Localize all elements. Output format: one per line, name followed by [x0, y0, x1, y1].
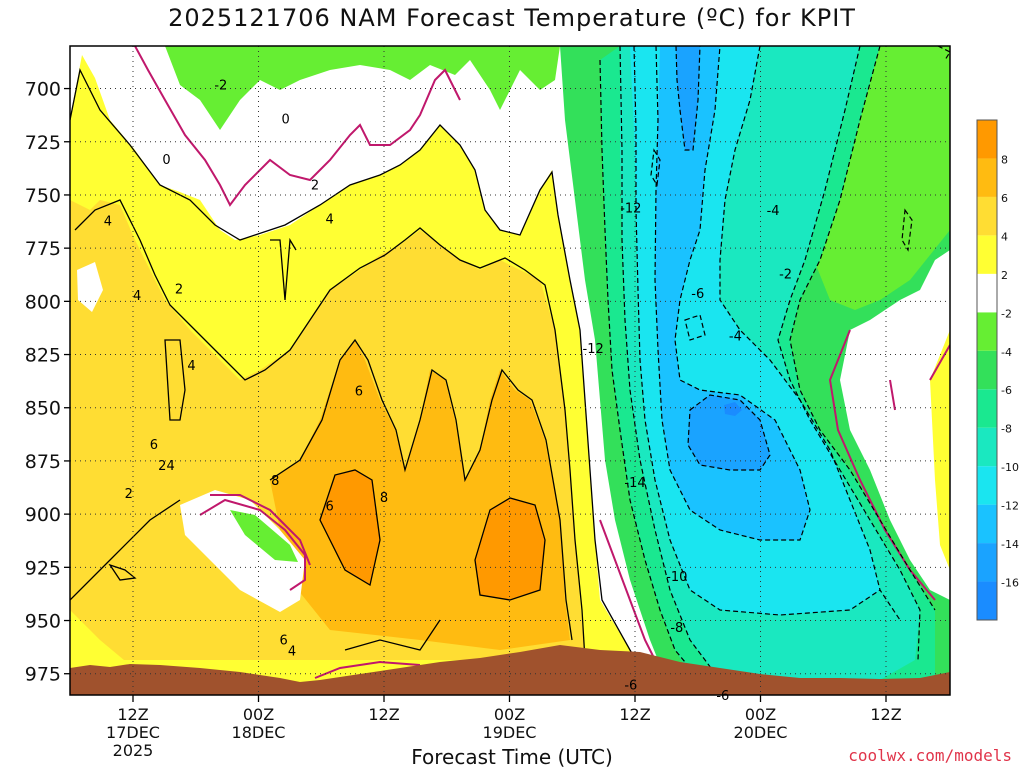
- colorbar-label: -6: [1001, 384, 1012, 397]
- y-tick-label: 725: [25, 132, 61, 154]
- y-tick-label: 875: [25, 451, 61, 473]
- terrain: [70, 645, 950, 695]
- contour-label: 4: [187, 359, 195, 374]
- y-tick-label: 775: [25, 238, 61, 260]
- colorbar-swatch: [977, 158, 997, 197]
- contour-label: -12: [583, 342, 604, 357]
- colorbar-swatch: [977, 350, 997, 390]
- contour-label: 0: [162, 153, 170, 168]
- x-tick-label: 00Z: [494, 705, 525, 724]
- colorbar-swatch: [977, 273, 997, 313]
- colorbar-swatch: [977, 389, 997, 428]
- contour-label: -4: [729, 329, 742, 344]
- contour-label: 0: [282, 112, 290, 127]
- colorbar-label: -14: [1001, 538, 1019, 551]
- contour-label: 2: [175, 283, 183, 298]
- contour-label: 6: [355, 385, 363, 400]
- contour-label: 8: [271, 474, 279, 489]
- x-tick-label: 19DEC: [483, 723, 537, 742]
- x-axis-label: Forecast Time (UTC): [411, 745, 613, 769]
- contour-label: 2: [311, 178, 319, 193]
- chart-title: 2025121706 NAM Forecast Temperature (ºC)…: [168, 4, 856, 32]
- colorbar-swatch: [977, 235, 997, 274]
- colorbar-label: -8: [1001, 423, 1012, 436]
- colorbar-label: -10: [1001, 461, 1019, 474]
- y-tick-label: 975: [25, 664, 61, 686]
- x-tick-label: 20DEC: [734, 723, 788, 742]
- colorbar-frame: [976, 119, 998, 621]
- colorbar-label: 8: [1001, 153, 1008, 166]
- x-tick-label: 12Z: [117, 705, 148, 724]
- x-tick-label: 12Z: [870, 705, 901, 724]
- y-tick-label: 850: [25, 398, 61, 420]
- contour-label: -8: [670, 621, 683, 636]
- contour-label: -6: [691, 287, 704, 302]
- x-tick-label: 18DEC: [232, 723, 286, 742]
- colorbar-swatch: [977, 312, 997, 351]
- source-credit: coolwx.com/models: [848, 746, 1012, 765]
- y-tick-label: 925: [25, 557, 61, 579]
- y-tick-label: 950: [25, 611, 61, 633]
- contour-label: 2: [158, 459, 166, 474]
- x-tick-label: 00Z: [243, 705, 274, 724]
- contour-label: -12: [620, 202, 641, 217]
- contour-label: 4: [104, 214, 112, 229]
- contour-label: -10: [666, 570, 687, 585]
- contour-label: 4: [325, 212, 333, 227]
- contour-label: -6: [716, 689, 729, 704]
- y-tick-label: 825: [25, 345, 61, 367]
- contour-label: -14: [624, 476, 645, 491]
- colorbar-swatch: [977, 120, 997, 159]
- contour-label: -2: [214, 78, 227, 93]
- y-tick-label: 900: [25, 504, 61, 526]
- colorbar-label: -12: [1001, 500, 1019, 513]
- colorbar: -16 -14 -12 -10 -8 -6 -4 -2 2 4 6 8: [976, 119, 1019, 621]
- contour-label: 6: [325, 500, 333, 515]
- region-cold-green-top: [165, 46, 560, 130]
- contour-label: -6: [624, 678, 637, 693]
- colorbar-label: -2: [1001, 307, 1012, 320]
- y-axis: 700 725 750 775 800 825 850 875 900 925 950 975: [25, 79, 70, 686]
- colorbar-swatch: [977, 504, 997, 544]
- colorbar-swatch: [977, 466, 997, 505]
- contour-label: 4: [167, 459, 175, 474]
- plot-field: [70, 46, 950, 695]
- y-tick-label: 700: [25, 79, 61, 101]
- colorbar-swatch: [977, 581, 997, 620]
- colorbar-label: -16: [1001, 577, 1019, 590]
- colorbar-label: 4: [1001, 230, 1008, 243]
- x-gridlines: [132, 46, 887, 695]
- x-tick-label: 00Z: [745, 705, 776, 724]
- y-tick-label: 750: [25, 185, 61, 207]
- region-cold-blue-core: [676, 46, 700, 150]
- colorbar-swatch: [977, 543, 997, 582]
- contour-label: 4: [288, 644, 296, 659]
- contour-label: 8: [380, 491, 388, 506]
- contour-label: 2: [125, 487, 133, 502]
- contour-label: -2: [779, 268, 792, 283]
- y-tick-label: 800: [25, 291, 61, 313]
- x-tick-label: 2025: [113, 741, 154, 760]
- contour-label: -4: [767, 204, 780, 219]
- colorbar-swatch: [977, 427, 997, 467]
- contour-label: 4: [133, 289, 141, 304]
- colorbar-label: -4: [1001, 346, 1012, 359]
- x-tick-label: 17DEC: [106, 723, 160, 742]
- colorbar-label: 6: [1001, 192, 1008, 205]
- colorbar-swatch: [977, 196, 997, 236]
- colorbar-label: 2: [1001, 269, 1008, 282]
- x-tick-label: 12Z: [619, 705, 650, 724]
- contour-label: 6: [279, 634, 287, 649]
- x-tick-label: 12Z: [368, 705, 399, 724]
- contour-label: 6: [150, 438, 158, 453]
